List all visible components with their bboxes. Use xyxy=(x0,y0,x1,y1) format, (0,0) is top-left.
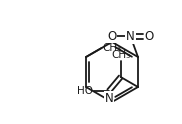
Text: CH₃: CH₃ xyxy=(111,50,130,60)
Text: CH₃: CH₃ xyxy=(103,43,122,53)
Text: O: O xyxy=(145,30,154,43)
Text: N: N xyxy=(126,30,135,43)
Text: HO: HO xyxy=(77,86,93,96)
Text: N: N xyxy=(105,92,113,105)
Text: O: O xyxy=(107,30,116,43)
